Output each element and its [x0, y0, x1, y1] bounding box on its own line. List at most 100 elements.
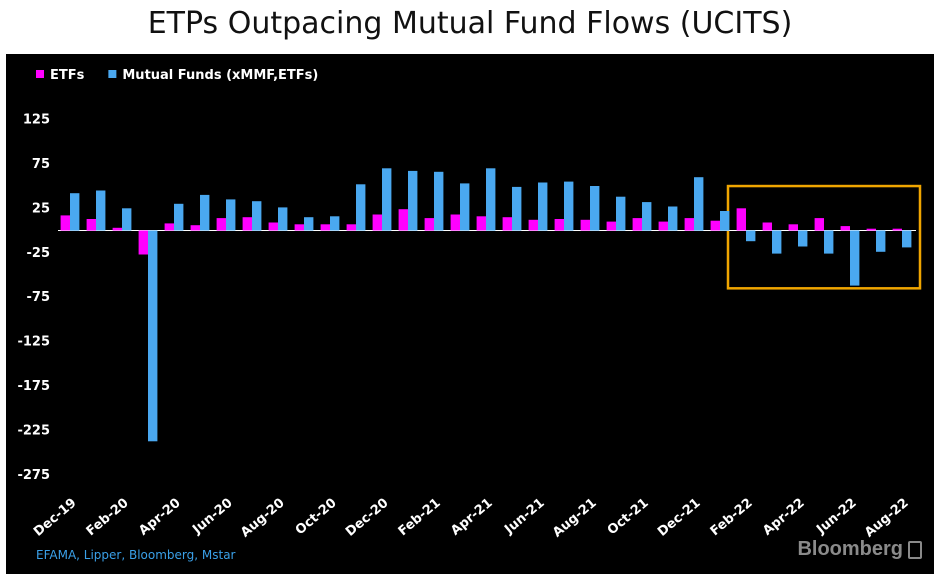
x-tick-label: Jun-22 [813, 496, 859, 538]
x-tick-label: Apr-20 [136, 496, 183, 539]
mutual-fund-bar-Jul-22 [876, 230, 886, 252]
etf-bar-Jul-22 [866, 228, 876, 231]
mutual-fund-bar-Dec-19 [70, 193, 80, 231]
etf-bar-Jan-22 [710, 220, 720, 231]
etf-bar-Aug-20 [268, 222, 278, 231]
x-tick-label: Oct-21 [605, 496, 652, 539]
mutual-fund-bar-Feb-20 [122, 208, 132, 231]
y-tick-label: -75 [27, 290, 51, 305]
x-tick-label: Apr-21 [448, 496, 495, 539]
mutual-fund-bar-Nov-20 [356, 184, 366, 231]
etf-bar-May-22 [814, 218, 824, 231]
etf-bar-May-21 [502, 217, 512, 231]
y-tick-label: -125 [17, 335, 50, 350]
y-tick-label: -275 [17, 468, 50, 483]
mutual-fund-bar-Oct-21 [642, 202, 652, 231]
x-tick-label: Feb-22 [708, 496, 756, 540]
etf-bar-Jun-21 [528, 219, 538, 231]
mutual-fund-bar-Aug-20 [278, 207, 288, 231]
x-tick-label: Aug-20 [238, 496, 288, 541]
mutual-fund-bar-Mar-20 [148, 230, 158, 442]
y-tick-label: 75 [32, 157, 50, 172]
mutual-fund-bar-Aug-21 [590, 186, 600, 231]
mutual-fund-bar-Jan-22 [720, 211, 730, 231]
mutual-fund-bar-Jan-21 [408, 170, 418, 231]
x-tick-label: Dec-19 [31, 496, 80, 540]
etf-bar-Feb-20 [112, 227, 122, 231]
etf-bar-Aug-21 [580, 219, 590, 231]
bloomberg-logo: Bloomberg [797, 538, 922, 561]
etf-bar-Dec-21 [684, 218, 694, 231]
etf-bar-Dec-20 [372, 214, 382, 231]
x-tick-label: Dec-21 [655, 496, 704, 540]
legend-label-mutual-funds: Mutual Funds (xMMF,ETFs) [122, 68, 318, 83]
y-tick-label: -225 [17, 424, 50, 439]
mutual-fund-bar-Jun-21 [538, 182, 548, 231]
etf-bar-Sep-21 [606, 221, 616, 231]
etf-bar-Nov-20 [346, 224, 356, 231]
source-note: EFAMA, Lipper, Bloomberg, Mstar [36, 548, 236, 562]
mutual-fund-bar-Mar-22 [772, 230, 782, 254]
etf-bar-Apr-20 [164, 223, 174, 231]
logo-text: Bloomberg [797, 538, 903, 560]
mutual-fund-bar-Apr-20 [174, 203, 184, 231]
etf-bar-Apr-21 [476, 216, 486, 231]
x-tick-label: Aug-22 [862, 496, 912, 541]
y-tick-label: 125 [23, 112, 50, 127]
legend-swatch-etf [36, 70, 44, 78]
mutual-fund-bar-Dec-20 [382, 168, 392, 231]
etf-bar-Feb-22 [736, 208, 746, 231]
highlight-box [726, 184, 922, 290]
mutual-fund-bar-Jun-20 [226, 199, 236, 231]
x-tick-label: Feb-20 [84, 496, 132, 540]
y-tick-label: 25 [32, 201, 50, 216]
etf-bar-Oct-21 [632, 218, 642, 231]
mutual-fund-bar-Sep-20 [304, 217, 314, 231]
mutual-fund-bar-Jun-22 [850, 230, 860, 286]
mutual-fund-bar-Feb-21 [434, 171, 444, 231]
y-tick-label: -175 [17, 379, 50, 394]
etf-bar-Jan-21 [398, 209, 408, 231]
mutual-fund-bar-May-22 [824, 230, 834, 254]
legend-swatch-mutual-funds [108, 70, 117, 78]
x-tick-label: Apr-22 [760, 496, 807, 539]
etf-bar-Oct-20 [320, 224, 330, 231]
x-tick-label: Oct-20 [293, 496, 340, 539]
etf-bar-Mar-20 [138, 230, 148, 255]
chart-panel: 125 75 25 -25 -75 -125 -175 -225 -275 Dec-19 Feb-… [6, 54, 934, 574]
mutual-fund-bar-Feb-22 [746, 230, 756, 242]
mutual-fund-bar-Dec-21 [694, 177, 704, 231]
legend-label-etf: ETFs [50, 68, 85, 83]
etf-bar-May-20 [190, 225, 200, 231]
mutual-fund-bar-Nov-21 [668, 206, 678, 231]
logo-mark-icon [908, 540, 922, 559]
mutual-fund-bar-Apr-22 [798, 230, 808, 247]
mutual-fund-bar-Aug-22 [902, 230, 912, 248]
etf-bar-Jul-21 [554, 219, 564, 231]
mutual-fund-bar-Sep-21 [616, 196, 626, 231]
etf-bar-Jul-20 [242, 217, 252, 231]
mutual-fund-bar-Jan-20 [96, 190, 106, 231]
x-tick-label: Feb-21 [396, 496, 444, 540]
x-tick-label: Jun-20 [189, 496, 235, 538]
etf-bar-Sep-20 [294, 224, 304, 231]
mutual-fund-bar-May-21 [512, 186, 522, 231]
mutual-fund-bar-Jul-21 [564, 181, 574, 231]
etf-bar-Nov-21 [658, 221, 668, 231]
mutual-fund-bar-Jul-20 [252, 201, 262, 231]
mutual-fund-bar-May-20 [200, 194, 210, 231]
x-tick-label: Dec-20 [343, 496, 392, 540]
mutual-fund-bar-Apr-21 [486, 168, 496, 231]
x-tick-label: Jun-21 [501, 496, 547, 538]
etf-bar-Jun-22 [840, 226, 850, 231]
mutual-fund-bar-Mar-21 [460, 183, 470, 231]
chart-title: ETPs Outpacing Mutual Fund Flows (UCITS) [147, 6, 793, 41]
y-tick-label: -25 [27, 246, 51, 261]
x-tick-label: Aug-21 [550, 496, 600, 541]
etf-bar-Jan-20 [86, 219, 96, 231]
etf-bar-Apr-22 [788, 224, 798, 231]
etf-bar-Jun-20 [216, 218, 226, 231]
etf-bar-Mar-22 [762, 222, 772, 231]
etf-bar-Dec-19 [60, 215, 70, 231]
